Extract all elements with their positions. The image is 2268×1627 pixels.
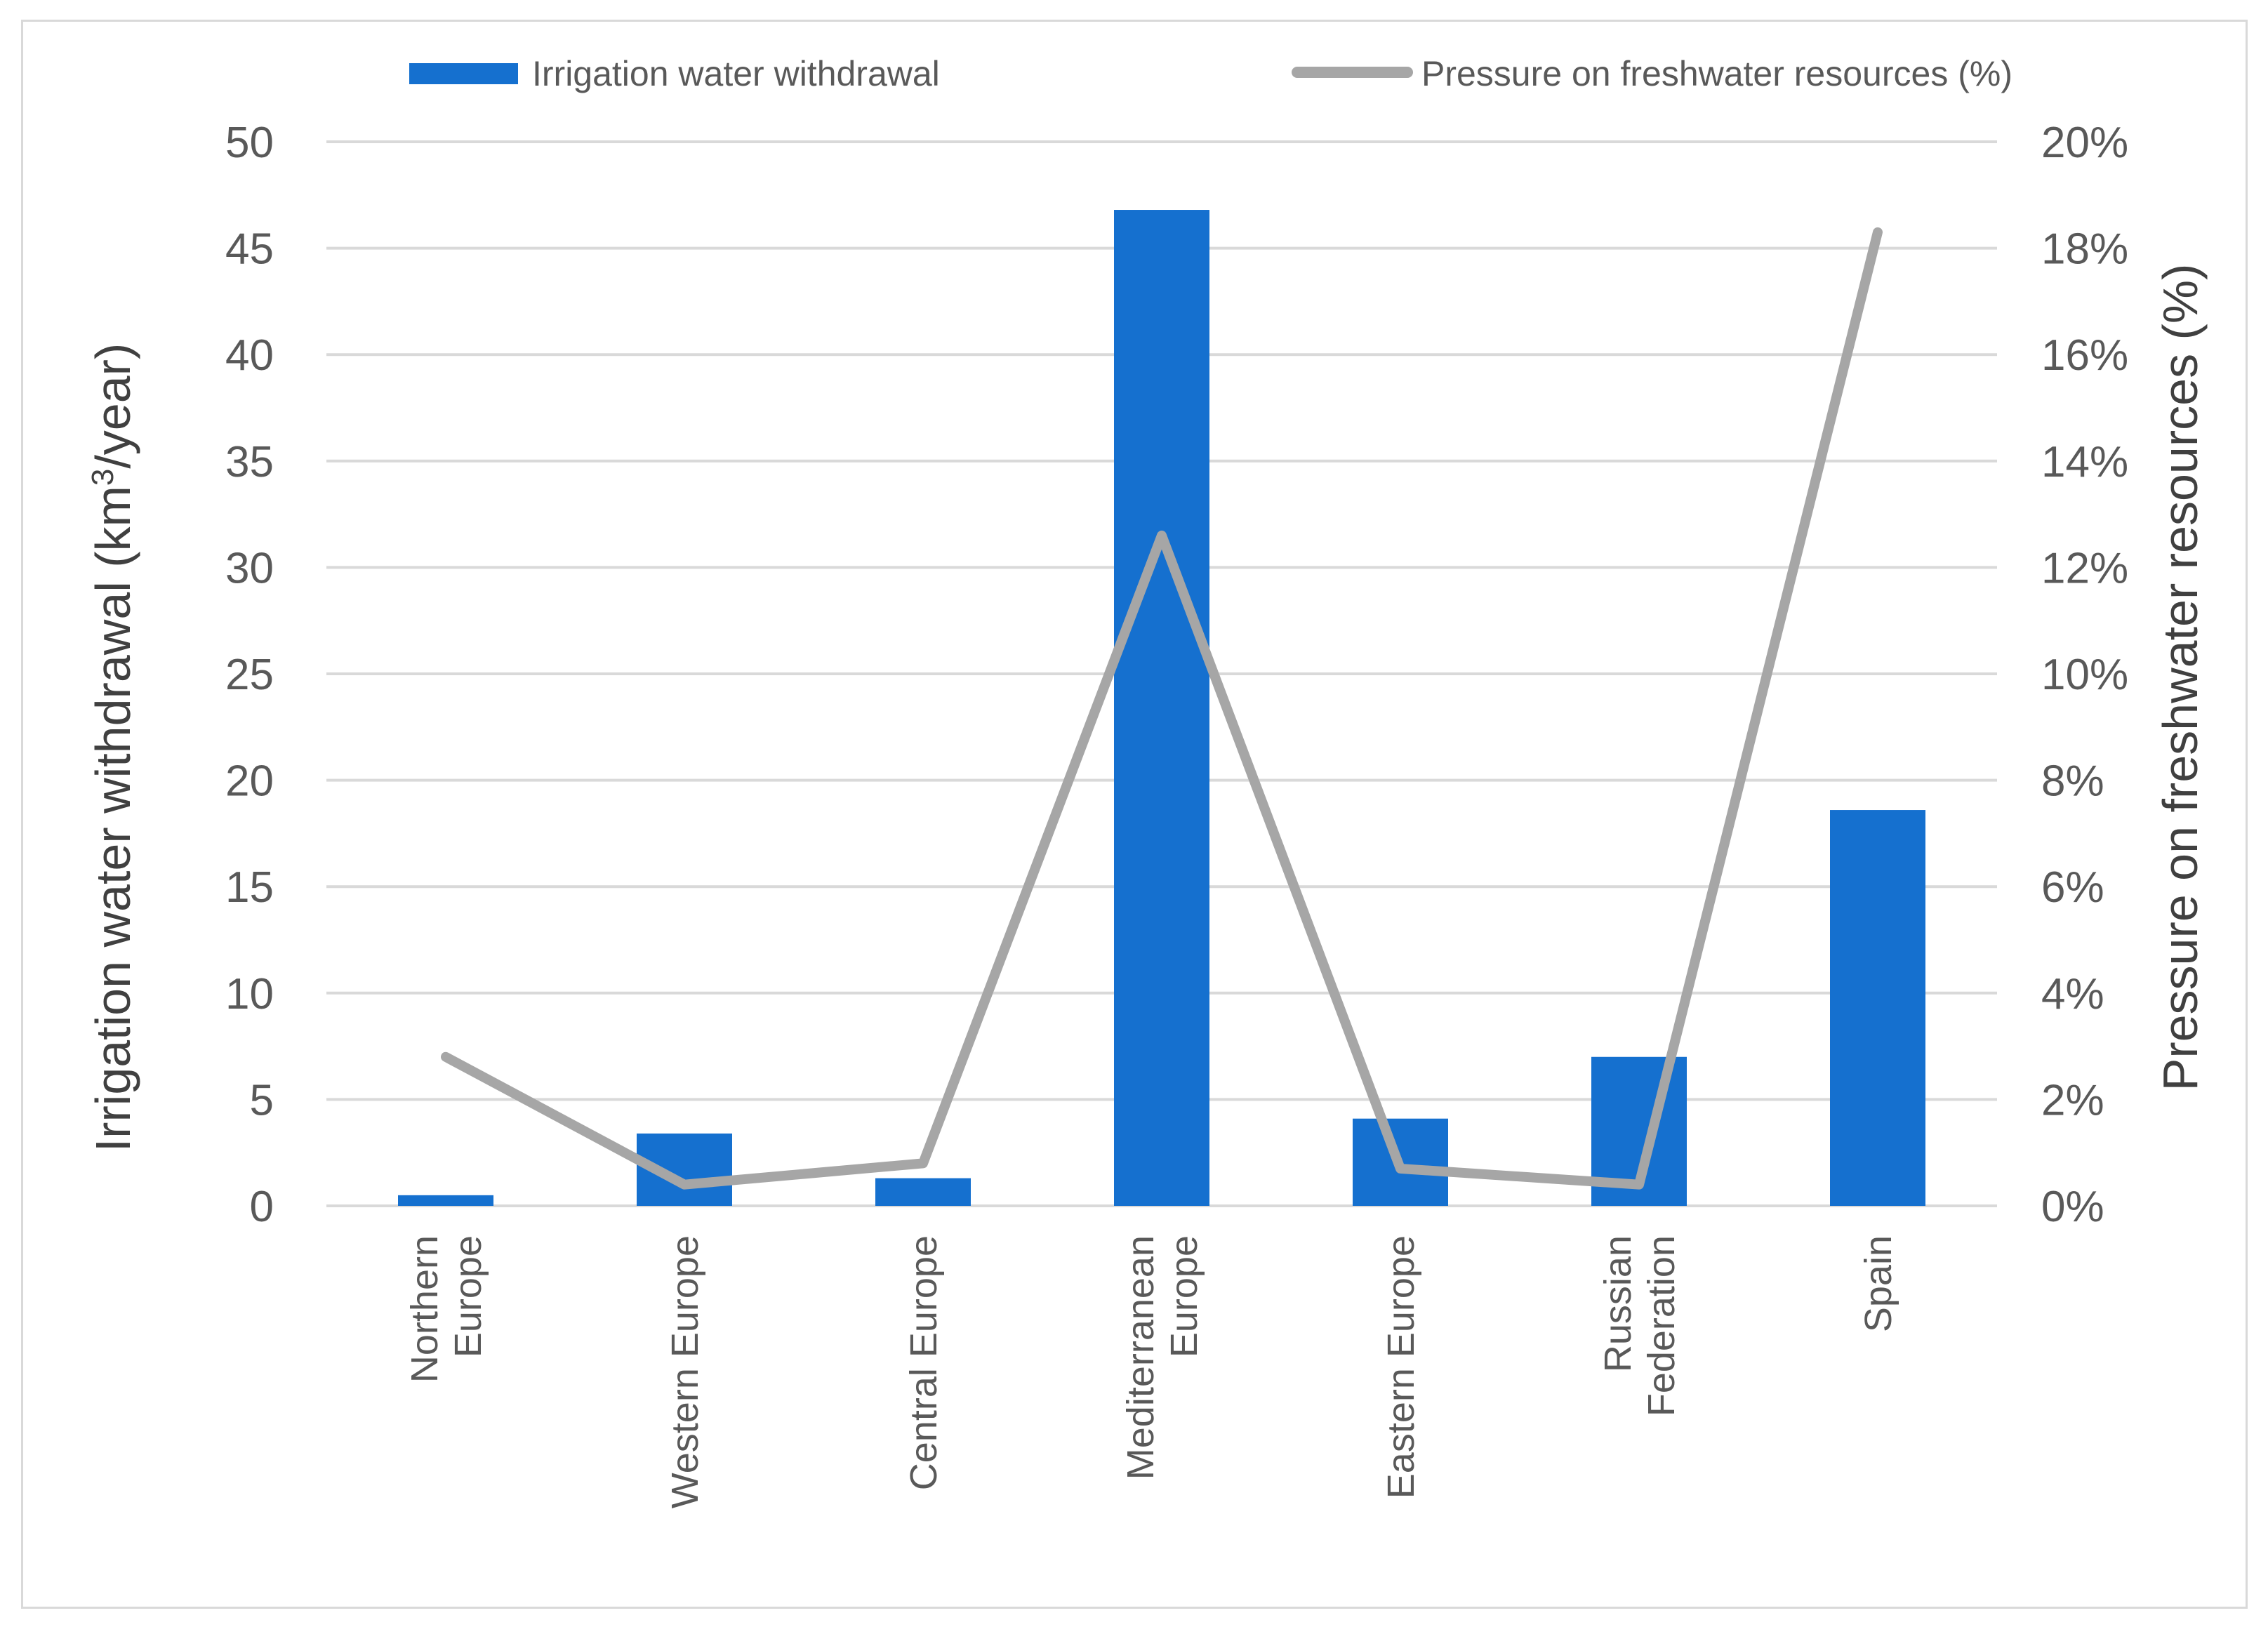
left-tick-label: 30: [225, 544, 274, 592]
right-axis-ticks: 0% 2% 4% 6% 8% 10% 12% 14% 16% 18% 20%: [2041, 119, 2128, 1231]
line-point: [1160, 533, 1163, 537]
line-series: [441, 227, 1883, 1190]
category-labels: NorthernEurope Western Europe Central Euro…: [404, 1235, 1899, 1508]
category-label-line: Europe: [1163, 1235, 1205, 1357]
category-label: RussianFederation: [1597, 1235, 1683, 1416]
left-tick-label: 5: [250, 1076, 274, 1124]
right-tick-label: 18%: [2041, 225, 2128, 274]
line-point: [1876, 230, 1879, 234]
line-point: [444, 1055, 447, 1058]
category-label-line: Federation: [1640, 1235, 1683, 1416]
left-tick-label: 40: [225, 331, 274, 380]
right-tick-label: 10%: [2041, 651, 2128, 699]
line-point: [1638, 1183, 1640, 1186]
category-label: Eastern Europe: [1380, 1235, 1422, 1499]
left-tick-label: 50: [225, 119, 274, 167]
category-label-line: Central Europe: [903, 1235, 945, 1490]
left-tick-label: 45: [225, 225, 274, 274]
category-label-line: Western Europe: [664, 1235, 706, 1508]
category-label: Western Europe: [664, 1235, 706, 1508]
right-tick-label: 0%: [2041, 1183, 2104, 1231]
left-tick-label: 20: [225, 757, 274, 806]
category-label-line: Eastern Europe: [1380, 1235, 1422, 1499]
left-tick-label: 35: [225, 438, 274, 486]
bar: [1114, 210, 1209, 1207]
line-point: [922, 1162, 924, 1165]
left-tick-label: 25: [225, 651, 274, 699]
line-point: [1399, 1167, 1402, 1170]
right-axis-title: Pressure on freshwater resources (%): [2153, 264, 2208, 1091]
legend-label-bar: Irrigation water withdrawal: [532, 54, 940, 93]
right-tick-label: 4%: [2041, 970, 2104, 1018]
category-label: MediterraneanEurope: [1120, 1235, 1205, 1480]
legend: Irrigation water withdrawal Pressure on …: [409, 54, 2012, 93]
bar: [875, 1178, 971, 1206]
right-tick-label: 2%: [2041, 1076, 2104, 1124]
right-tick-label: 12%: [2041, 544, 2128, 592]
left-tick-label: 10: [225, 970, 274, 1018]
right-tick-label: 16%: [2041, 331, 2128, 380]
category-label: Spain: [1857, 1235, 1899, 1332]
line-point: [683, 1183, 686, 1186]
category-label: Central Europe: [903, 1235, 945, 1490]
bar: [1830, 810, 1925, 1206]
right-tick-label: 8%: [2041, 757, 2104, 806]
legend-label-line: Pressure on freshwater resources (%): [1421, 54, 2012, 93]
bar-series: [398, 210, 1925, 1207]
right-tick-label: 14%: [2041, 438, 2128, 486]
category-label-line: Russian: [1597, 1235, 1639, 1372]
legend-swatch-bar: [409, 63, 518, 84]
right-tick-label: 6%: [2041, 863, 2104, 912]
category-label-line: Northern: [404, 1235, 446, 1383]
left-axis-title: Irrigation water withdrawal (km3/year): [86, 343, 140, 1153]
left-tick-label: 0: [250, 1183, 274, 1231]
right-tick-label: 20%: [2041, 119, 2128, 167]
category-label-line: Europe: [447, 1235, 489, 1357]
category-label-line: Mediterranean: [1120, 1235, 1162, 1480]
category-label: NorthernEurope: [404, 1235, 489, 1383]
left-tick-label: 15: [225, 863, 274, 912]
bar: [398, 1195, 493, 1206]
category-label-line: Spain: [1857, 1235, 1899, 1332]
left-axis-ticks: 0 5 10 15 20 25 30 35 40 45 50: [225, 119, 274, 1231]
